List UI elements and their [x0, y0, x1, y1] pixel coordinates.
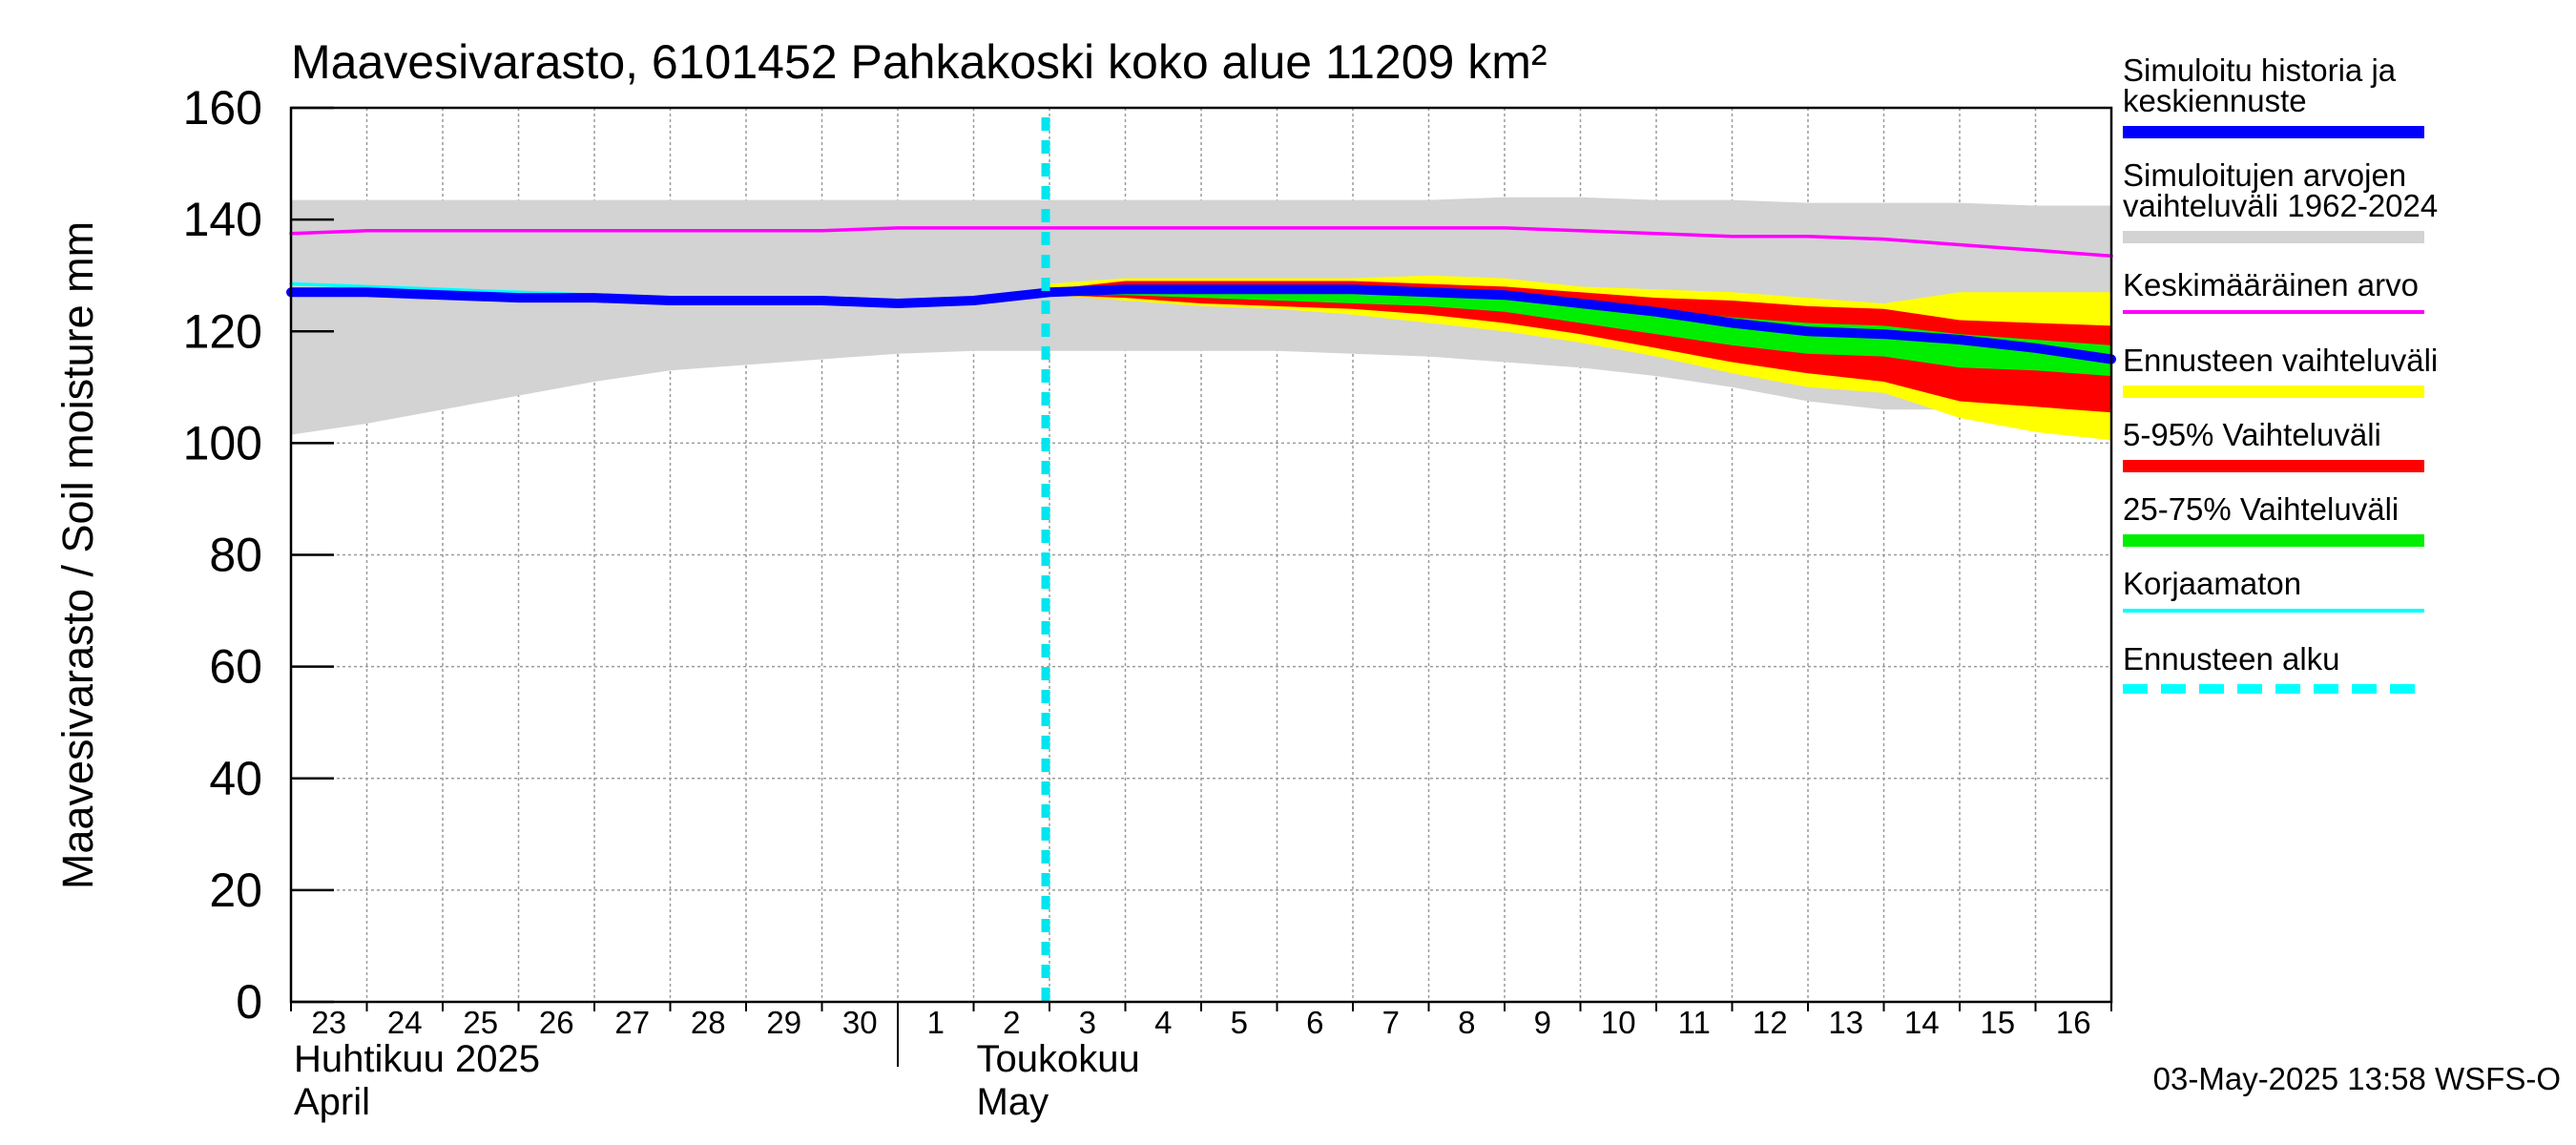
- x-day-label: 29: [766, 1005, 801, 1040]
- y-tick-label: 60: [209, 640, 262, 694]
- x-day-label: 2: [1003, 1005, 1020, 1040]
- line-keskim-r-inen-arvo: [289, 226, 2113, 258]
- footer-timestamp: 03-May-2025 13:58 WSFS-O: [2152, 1061, 2561, 1096]
- legend-item-ennusteen-vaihteluv-li: Ennusteen vaihteluväli: [2123, 343, 2524, 398]
- x-day-label: 8: [1458, 1005, 1475, 1040]
- chart-title: Maavesivarasto, 6101452 Pahkakoski koko …: [291, 35, 1548, 89]
- legend-item-keskim-r-inen-arvo: Keskimääräinen arvo: [2123, 267, 2524, 314]
- y-tick-label: 160: [183, 81, 262, 135]
- legend-item-25-75-vaihteluv-li: 25-75% Vaihteluväli: [2123, 491, 2524, 547]
- x-day-label: 15: [1980, 1005, 2015, 1040]
- legend-label: Simuloitu historia ja keskiennuste: [2123, 52, 2397, 118]
- y-tick-label: 40: [209, 752, 262, 805]
- x-day-label: 23: [311, 1005, 346, 1040]
- x-day-label: 25: [463, 1005, 498, 1040]
- y-tick-label: 100: [183, 416, 262, 469]
- month-label-fi: Toukokuu: [977, 1038, 1140, 1080]
- x-day-label: 26: [539, 1005, 574, 1040]
- x-day-label: 6: [1306, 1005, 1323, 1040]
- x-day-label: 28: [691, 1005, 726, 1040]
- y-tick-label: 140: [183, 193, 262, 246]
- month-label-en: May: [977, 1081, 1049, 1123]
- x-day-label: 12: [1753, 1005, 1788, 1040]
- x-day-label: 30: [842, 1005, 878, 1040]
- legend-item-simuloitu-historia-ja-keskiennuste: Simuloitu historia ja keskiennuste: [2123, 52, 2524, 138]
- x-day-label: 13: [1828, 1005, 1863, 1040]
- band-simuloitujen-arvojen-vaihteluv-li-1962-2024: [291, 197, 2111, 435]
- x-day-label: 3: [1079, 1005, 1096, 1040]
- legend-swatch: [2123, 231, 2424, 243]
- x-day-label: 14: [1904, 1005, 1940, 1040]
- month-label-en: April: [294, 1081, 370, 1123]
- y-tick-label: 20: [209, 864, 262, 917]
- legend-item-ennusteen-alku: Ennusteen alku: [2123, 641, 2524, 694]
- x-day-label: 1: [927, 1005, 945, 1040]
- legend-label: 5-95% Vaihteluväli: [2123, 417, 2381, 452]
- legend-label: Korjaamaton: [2123, 566, 2302, 601]
- y-tick-label: 80: [209, 529, 262, 582]
- legend-label: Simuloitujen arvojen vaihteluväli 1962-2…: [2123, 157, 2439, 223]
- x-day-label: 7: [1382, 1005, 1400, 1040]
- y-tick-label: 120: [183, 304, 262, 358]
- legend-label: Ennusteen vaihteluväli: [2123, 343, 2439, 378]
- x-day-label: 5: [1231, 1005, 1248, 1040]
- x-day-label: 10: [1601, 1005, 1636, 1040]
- band-25-75-vaihteluv-li: [1049, 286, 2111, 377]
- legend-label: 25-75% Vaihteluväli: [2123, 491, 2399, 527]
- legend-item-5-95-vaihteluv-li: 5-95% Vaihteluväli: [2123, 417, 2524, 472]
- x-day-label: 4: [1154, 1005, 1172, 1040]
- x-day-label: 16: [2056, 1005, 2091, 1040]
- legend-item-korjaamaton: Korjaamaton: [2123, 566, 2524, 613]
- x-day-label: 27: [614, 1005, 650, 1040]
- x-day-label: 24: [387, 1005, 423, 1040]
- legend-swatch: [2123, 310, 2424, 314]
- band-5-95-vaihteluv-li: [1049, 281, 2111, 413]
- legend-swatch: [2123, 684, 2424, 694]
- legend-swatch: [2123, 534, 2424, 547]
- line-simuloitu-historia-ja-keskiennuste: [286, 284, 2116, 364]
- y-tick-label: 0: [236, 975, 262, 1029]
- y-axis-label: Maavesivarasto / Soil moisture mm: [53, 221, 102, 889]
- month-label-fi: Huhtikuu 2025: [294, 1038, 540, 1080]
- legend-swatch: [2123, 385, 2424, 398]
- legend-swatch: [2123, 609, 2424, 613]
- legend-item-simuloitujen-arvojen-vaihteluv-li-1962-2024: Simuloitujen arvojen vaihteluväli 1962-2…: [2123, 157, 2524, 243]
- x-day-label: 9: [1534, 1005, 1551, 1040]
- legend-label: Ennusteen alku: [2123, 641, 2340, 677]
- legend-swatch: [2123, 126, 2424, 138]
- legend-label: Keskimääräinen arvo: [2123, 267, 2419, 302]
- legend-swatch: [2123, 460, 2424, 472]
- x-day-label: 11: [1678, 1005, 1711, 1040]
